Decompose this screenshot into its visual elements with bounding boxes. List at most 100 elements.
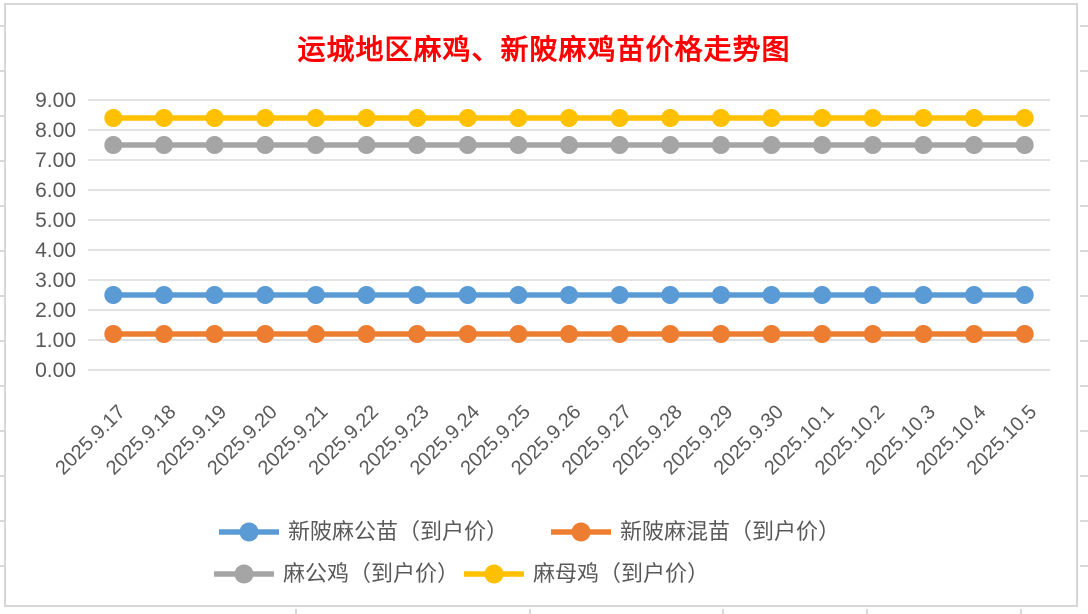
data-point-marker — [458, 109, 477, 127]
data-point-marker — [306, 325, 325, 343]
y-axis-tick-label: 2.00 — [35, 299, 76, 322]
data-point-marker — [610, 286, 629, 304]
data-point-marker — [256, 136, 275, 154]
sheet-gridline — [1080, 205, 1088, 207]
data-point-marker — [762, 325, 781, 343]
data-point-marker — [863, 136, 882, 154]
data-point-marker — [560, 325, 578, 343]
data-point-marker — [711, 109, 730, 127]
chart-title: 运城地区麻鸡、新陂麻鸡苗价格走势图 — [297, 35, 791, 66]
legend-marker-line-icon — [214, 564, 274, 584]
y-axis-tick-label: 7.00 — [35, 149, 76, 172]
data-point-marker — [306, 136, 325, 154]
sheet-gridline — [1080, 295, 1088, 297]
legend-label: 麻公鸡（到户价） — [283, 561, 460, 586]
data-point-marker — [154, 286, 173, 304]
y-axis-tick-label: 4.00 — [35, 239, 76, 262]
legend-item-xinpo-gong-miao[interactable]: 新陂麻公苗（到户价） — [218, 519, 508, 545]
data-point-marker — [1015, 325, 1034, 343]
data-point-marker — [256, 286, 275, 304]
data-point-marker — [104, 325, 123, 343]
chart-frame[interactable] — [4, 3, 1078, 607]
legend-label: 新陂麻公苗（到户价） — [288, 519, 509, 544]
legend-label: 新陂麻混苗（到户价） — [620, 519, 841, 544]
data-point-marker — [610, 109, 629, 127]
data-point-marker — [661, 109, 680, 127]
data-point-marker — [863, 109, 882, 127]
sheet-gridline — [722, 609, 724, 614]
data-point-marker — [863, 286, 882, 304]
legend-item-ma-gong-ji[interactable]: 麻公鸡（到户价） — [213, 561, 459, 587]
data-point-marker — [965, 136, 984, 154]
y-axis-tick-label: 9.00 — [35, 89, 76, 112]
sheet-gridline — [1080, 340, 1088, 342]
data-point-marker — [711, 325, 730, 343]
legend-marker-line-icon — [219, 522, 279, 542]
sheet-gridline — [0, 475, 4, 477]
data-point-marker — [762, 136, 781, 154]
data-point-marker — [357, 286, 376, 304]
sheet-gridline — [0, 520, 4, 522]
sheet-gridline — [1080, 160, 1088, 162]
data-point-marker — [357, 109, 376, 127]
data-point-marker — [458, 286, 477, 304]
sheet-gridline — [0, 70, 4, 72]
data-point-marker — [813, 325, 832, 343]
legend-marker-line-icon — [464, 564, 524, 584]
legend-item-xinpo-hun-miao[interactable]: 新陂麻混苗（到户价） — [550, 519, 840, 545]
sheet-gridline — [1080, 565, 1088, 567]
data-point-marker — [154, 109, 173, 127]
data-point-marker — [205, 136, 224, 154]
data-point-marker — [661, 325, 680, 343]
sheet-gridline — [295, 609, 297, 614]
data-point-marker — [762, 109, 781, 127]
data-point-marker — [560, 286, 578, 304]
y-axis-tick-label: 1.00 — [35, 329, 76, 352]
data-point-marker — [813, 286, 832, 304]
y-axis-tick-label: 6.00 — [35, 179, 76, 202]
data-point-marker — [154, 325, 173, 343]
sheet-gridline — [1020, 609, 1022, 614]
sheet-gridline — [0, 115, 4, 117]
sheet-gridline — [1080, 25, 1088, 27]
data-point-marker — [104, 109, 123, 127]
data-point-marker — [762, 286, 781, 304]
data-point-marker — [914, 286, 933, 304]
sheet-gridline — [1080, 385, 1088, 387]
data-point-marker — [1015, 109, 1034, 127]
sheet-gridline — [0, 385, 4, 387]
sheet-gridline — [0, 565, 4, 567]
sheet-gridline — [0, 25, 4, 27]
sheet-gridline — [1080, 250, 1088, 252]
sheet-gridline — [1080, 430, 1088, 432]
data-point-marker — [610, 136, 629, 154]
y-axis-tick-label: 5.00 — [35, 209, 76, 232]
data-point-marker — [104, 286, 123, 304]
data-point-marker — [306, 286, 325, 304]
data-point-marker — [458, 136, 477, 154]
data-point-marker — [509, 109, 528, 127]
sheet-gridline — [529, 609, 531, 614]
data-point-marker — [357, 136, 376, 154]
sheet-gridline — [0, 430, 4, 432]
legend-label: 麻母鸡（到户价） — [533, 561, 710, 586]
sheet-gridline — [1080, 475, 1088, 477]
data-point-marker — [711, 286, 730, 304]
legend-item-ma-mu-ji[interactable]: 麻母鸡（到户价） — [463, 561, 709, 587]
data-point-marker — [256, 325, 275, 343]
data-point-marker — [813, 136, 832, 154]
y-axis-tick-label: 8.00 — [35, 119, 76, 142]
data-point-marker — [408, 325, 427, 343]
data-point-marker — [661, 286, 680, 304]
data-point-marker — [711, 136, 730, 154]
data-point-marker — [205, 109, 224, 127]
data-point-marker — [914, 136, 933, 154]
y-axis-tick-label: 3.00 — [35, 269, 76, 292]
data-point-marker — [560, 136, 578, 154]
sheet-gridline — [1080, 520, 1088, 522]
data-point-marker — [458, 325, 477, 343]
sheet-gridline — [0, 250, 4, 252]
data-point-marker — [560, 109, 578, 127]
